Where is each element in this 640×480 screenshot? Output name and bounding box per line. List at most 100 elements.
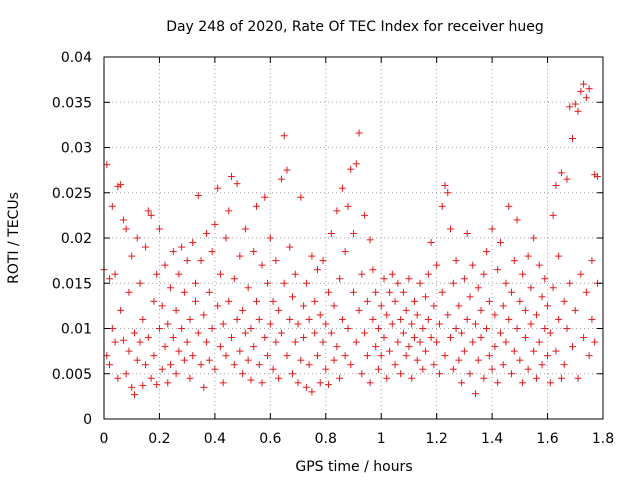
data-point	[133, 234, 141, 242]
data-point	[189, 239, 197, 247]
grid-lines	[104, 57, 603, 419]
data-point	[438, 288, 446, 296]
data-point	[214, 184, 222, 192]
data-point	[433, 261, 441, 269]
data-point	[266, 320, 274, 328]
x-tick-label: 1.2	[426, 431, 448, 447]
data-point	[372, 343, 380, 351]
y-tick-label: 0.005	[52, 367, 92, 383]
data-point	[194, 191, 202, 199]
data-point	[366, 379, 374, 387]
data-point	[516, 356, 524, 364]
data-point	[155, 325, 163, 332]
data-point	[144, 207, 152, 215]
data-point	[203, 338, 211, 346]
data-point	[505, 202, 513, 210]
data-point	[563, 175, 571, 183]
chart-title: Day 248 of 2020, Rate Of TEC Index for r…	[166, 19, 544, 35]
data-point	[219, 379, 227, 387]
data-point	[330, 356, 338, 364]
data-point	[474, 284, 482, 292]
data-point	[532, 374, 540, 382]
data-point	[496, 329, 504, 337]
data-point	[225, 207, 233, 215]
data-point	[142, 243, 150, 251]
data-point	[291, 338, 299, 346]
data-point	[350, 229, 357, 237]
data-point	[153, 381, 161, 389]
data-point	[280, 279, 288, 287]
data-point	[211, 220, 219, 228]
data-point	[369, 266, 377, 274]
data-point	[233, 315, 241, 323]
data-point	[111, 338, 119, 346]
data-point	[147, 374, 155, 382]
data-point	[410, 334, 418, 342]
data-point	[297, 193, 305, 201]
data-point	[219, 320, 227, 328]
data-point	[289, 293, 297, 301]
data-point	[574, 374, 582, 382]
data-point	[319, 257, 327, 265]
data-point	[535, 261, 543, 269]
data-point	[286, 315, 294, 323]
data-point	[577, 270, 585, 278]
data-point	[161, 261, 169, 269]
data-point	[466, 370, 474, 378]
data-point	[230, 361, 238, 369]
data-point	[186, 315, 194, 323]
data-point	[413, 311, 421, 319]
data-point	[164, 320, 172, 328]
data-point	[313, 266, 321, 274]
data-point	[435, 320, 443, 328]
data-point	[538, 293, 546, 301]
data-point	[361, 211, 369, 219]
data-point	[128, 383, 136, 391]
data-point	[347, 165, 355, 173]
data-point	[244, 284, 252, 292]
data-point	[352, 160, 360, 168]
data-point	[197, 257, 205, 265]
data-point	[294, 379, 302, 387]
data-point	[577, 87, 585, 95]
data-point	[239, 370, 247, 378]
y-tick-label: 0.04	[61, 50, 92, 66]
data-point	[114, 374, 122, 382]
data-point	[408, 374, 416, 382]
data-point	[333, 207, 341, 215]
y-tick-label: 0.01	[61, 322, 92, 338]
data-point	[471, 390, 479, 398]
data-point	[311, 297, 319, 305]
data-point	[477, 306, 485, 314]
data-point	[183, 257, 191, 265]
data-point	[117, 181, 125, 189]
data-point	[386, 288, 394, 296]
data-point	[322, 365, 330, 373]
data-point	[327, 329, 335, 337]
data-point	[272, 338, 280, 346]
data-point	[319, 338, 327, 346]
data-point	[513, 325, 521, 332]
data-point	[416, 279, 424, 287]
data-point	[369, 315, 377, 323]
data-point	[252, 297, 260, 305]
data-point	[430, 361, 438, 369]
data-point	[205, 288, 213, 296]
data-point	[189, 352, 197, 360]
data-point	[239, 306, 247, 314]
x-tick-label: 0.8	[315, 431, 337, 447]
data-point	[505, 315, 513, 323]
data-point	[200, 311, 208, 319]
data-point	[513, 216, 521, 224]
data-point	[280, 132, 288, 140]
data-point	[494, 379, 502, 387]
data-point	[588, 257, 596, 265]
data-point	[108, 202, 116, 210]
data-point	[380, 275, 388, 283]
data-point	[391, 361, 399, 369]
data-point	[291, 270, 299, 278]
data-point	[508, 288, 516, 296]
data-point	[208, 248, 216, 256]
data-point	[333, 343, 341, 351]
data-point	[341, 248, 349, 256]
